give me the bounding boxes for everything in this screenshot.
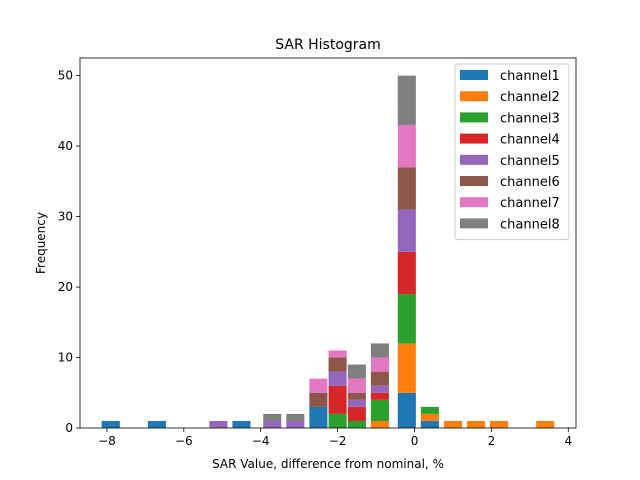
bar-channel3-9 (370, 399, 389, 421)
legend-label-channel4: channel4 (500, 133, 560, 148)
legend-label-channel6: channel6 (500, 175, 560, 190)
legend-swatch-channel5 (460, 154, 488, 165)
bar-channel6-9 (370, 371, 389, 386)
legend-swatch-channel6 (460, 176, 488, 186)
bar-channel2-9 (370, 420, 389, 428)
bar-channel1-10 (397, 392, 416, 428)
legend-swatch-channel4 (460, 133, 488, 144)
bar-channel2-12 (443, 420, 462, 428)
bar-channel5-10 (397, 209, 416, 252)
x-tick-label: 2 (488, 434, 496, 448)
bar-channel7-7 (328, 350, 347, 358)
bar-channel3-10 (397, 294, 416, 344)
bar-channel2-11 (420, 413, 439, 421)
y-axis-ticks: 0 10 20 30 40 50 (58, 69, 80, 435)
bar-channel3-7 (328, 413, 347, 428)
bar-channel3-8 (347, 420, 366, 428)
bar-channel6-7 (328, 357, 347, 372)
chart-title: SAR Histogram (275, 37, 381, 53)
legend-box (454, 63, 570, 241)
x-axis-label: SAR Value, difference from nominal, % (212, 457, 444, 471)
y-tick-label: 30 (58, 210, 73, 224)
bar-channel5-8 (347, 399, 366, 407)
bar-channel6-10 (397, 167, 416, 210)
x-tick-label: −2 (329, 434, 347, 448)
bar-channel7-8 (347, 378, 366, 393)
bar-channel8-4 (263, 413, 282, 421)
bar-channel5-2 (209, 420, 228, 428)
bar-channel6-8 (347, 392, 366, 400)
bar-channel8-8 (347, 364, 366, 379)
bar-channel8-5 (286, 413, 305, 421)
bar-channel1-11 (420, 420, 439, 428)
bar-channel7-10 (397, 124, 416, 168)
legend-label-channel3: channel3 (500, 111, 560, 126)
y-tick-label: 0 (65, 421, 73, 435)
legend-label-channel8: channel8 (500, 217, 560, 232)
bar-channel1-3 (232, 420, 251, 428)
bar-channel7-6 (309, 378, 328, 393)
legend-swatch-channel2 (460, 91, 488, 102)
x-axis-ticks: −8 −6 −4 −2 0 2 4 (98, 428, 572, 448)
legend-swatch-channel3 (460, 112, 488, 123)
bar-channel4-8 (347, 406, 366, 421)
legend-label-channel2: channel2 (500, 90, 560, 105)
bar-channel2-14 (490, 420, 509, 428)
y-tick-label: 40 (58, 139, 73, 153)
bar-channel3-11 (420, 406, 439, 414)
bar-channel5-5 (286, 420, 305, 428)
bar-channel7-9 (370, 357, 389, 372)
bar-channel2-10 (397, 343, 416, 393)
x-tick-label: 4 (564, 434, 572, 448)
bars-group (101, 75, 555, 428)
legend: channel1 channel2 channel3 channel4 channel5… (454, 63, 570, 241)
bar-channel5-4 (263, 420, 282, 428)
legend-swatch-channel8 (460, 218, 488, 229)
bar-channel4-9 (370, 392, 389, 400)
legend-swatch-channel1 (460, 70, 488, 80)
plot-frame (79, 57, 577, 429)
bar-channel5-7 (328, 371, 347, 386)
legend-label-channel7: channel7 (500, 196, 560, 211)
bar-channel1-6 (309, 406, 328, 428)
bar-channel4-10 (397, 251, 416, 295)
y-tick-label: 10 (58, 351, 73, 365)
legend-label-channel5: channel5 (500, 154, 560, 169)
x-tick-label: −8 (98, 434, 116, 448)
bar-channel2-15 (536, 420, 555, 428)
legend-label-channel1: channel1 (500, 69, 560, 84)
bar-channel5-9 (370, 385, 389, 393)
x-tick-label: −4 (252, 434, 270, 448)
bar-channel1-0 (101, 420, 120, 428)
bar-channel8-10 (397, 75, 416, 125)
y-tick-label: 50 (58, 69, 73, 83)
bar-channel4-7 (328, 385, 347, 414)
bar-channel6-6 (309, 392, 328, 407)
bar-channel1-1 (147, 420, 166, 428)
bar-channel8-9 (370, 343, 389, 358)
bar-channel2-13 (466, 420, 486, 428)
legend-swatch-channel7 (460, 197, 488, 208)
y-tick-label: 20 (58, 280, 73, 294)
x-tick-label: 0 (411, 434, 419, 448)
y-axis-label: Frequency (34, 212, 48, 274)
x-tick-label: −6 (175, 434, 193, 448)
